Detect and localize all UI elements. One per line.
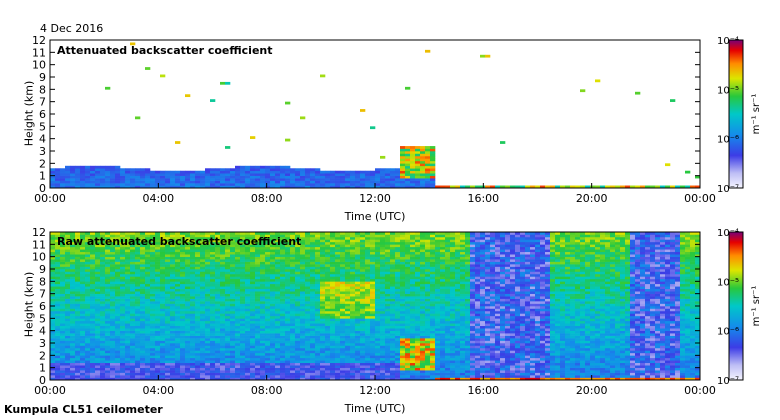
heatmap-cells <box>50 232 701 381</box>
colorbar-unit-label: m⁻¹ sr⁻¹ <box>751 286 762 327</box>
x-tick-label: 12:00 <box>359 192 391 205</box>
x-tick-label: 12:00 <box>359 384 391 397</box>
y-axis-label-top: Height (km) <box>22 80 36 147</box>
colorbar <box>728 231 744 381</box>
y-tick-label: 4 <box>39 325 46 338</box>
panel-title-top: Attenuated backscatter coefficient <box>57 44 273 57</box>
colorbar-tick-label: 10⁻⁵ <box>717 277 739 288</box>
x-tick-label: 04:00 <box>142 384 174 397</box>
y-tick-label: 10 <box>32 251 46 264</box>
y-tick-label: 7 <box>39 96 46 109</box>
colorbar-tick-label: 10⁻⁴ <box>717 228 739 239</box>
x-tick-label: 16:00 <box>467 192 499 205</box>
x-tick-label: 20:00 <box>576 192 608 205</box>
y-tick-label: 7 <box>39 288 46 301</box>
instrument-label: Kumpula CL51 ceilometer <box>4 403 163 416</box>
y-tick-label: 2 <box>39 349 46 362</box>
y-axis-label-bottom: Height (km) <box>22 271 36 338</box>
y-tick-label: 10 <box>32 59 46 72</box>
colorbar-tick-label: 10⁻⁶ <box>717 327 739 338</box>
y-tick-label: 3 <box>39 337 46 350</box>
colorbar-tick-label: 10⁻⁶ <box>717 135 739 146</box>
y-tick-label: 0 <box>39 182 46 195</box>
y-tick-label: 6 <box>39 108 46 121</box>
y-tick-label: 9 <box>39 263 46 276</box>
x-tick-label: 08:00 <box>251 192 283 205</box>
y-tick-label: 0 <box>39 374 46 387</box>
y-tick-label: 12 <box>32 34 46 47</box>
x-tick-label: 16:00 <box>467 384 499 397</box>
x-tick-label: 20:00 <box>576 384 608 397</box>
y-tick-label: 6 <box>39 300 46 313</box>
y-tick-label: 1 <box>39 170 46 183</box>
y-tick-label: 5 <box>39 120 46 133</box>
x-tick-label: 00:00 <box>684 384 716 397</box>
panel-title-bottom: Raw attenuated backscatter coefficient <box>57 235 302 248</box>
y-tick-label: 4 <box>39 133 46 146</box>
x-axis-label-top: Time (UTC) <box>344 210 406 223</box>
y-tick-label: 1 <box>39 362 46 375</box>
x-tick-label: 00:00 <box>34 384 66 397</box>
y-tick-label: 8 <box>39 83 46 96</box>
heatmap-cells <box>50 42 701 189</box>
y-tick-label: 3 <box>39 145 46 158</box>
y-tick-label: 2 <box>39 157 46 170</box>
colorbar-tick-label: 10⁻⁷ <box>717 184 739 195</box>
x-tick-label: 00:00 <box>684 192 716 205</box>
colorbar-tick-label: 10⁻⁷ <box>717 376 739 387</box>
y-tick-label: 9 <box>39 71 46 84</box>
colorbar <box>728 39 744 189</box>
x-tick-label: 00:00 <box>34 192 66 205</box>
x-axis-label-bottom: Time (UTC) <box>344 402 406 415</box>
colorbar-tick-label: 10⁻⁴ <box>717 36 739 47</box>
colorbar-tick-label: 10⁻⁵ <box>717 85 739 96</box>
y-tick-label: 11 <box>32 238 46 251</box>
y-tick-label: 5 <box>39 312 46 325</box>
y-tick-label: 8 <box>39 275 46 288</box>
colorbar-unit-label: m⁻¹ sr⁻¹ <box>751 94 762 135</box>
date-label: 4 Dec 2016 <box>40 22 104 35</box>
x-tick-label: 08:00 <box>251 384 283 397</box>
y-tick-label: 12 <box>32 226 46 239</box>
x-tick-label: 04:00 <box>142 192 174 205</box>
y-tick-label: 11 <box>32 46 46 59</box>
